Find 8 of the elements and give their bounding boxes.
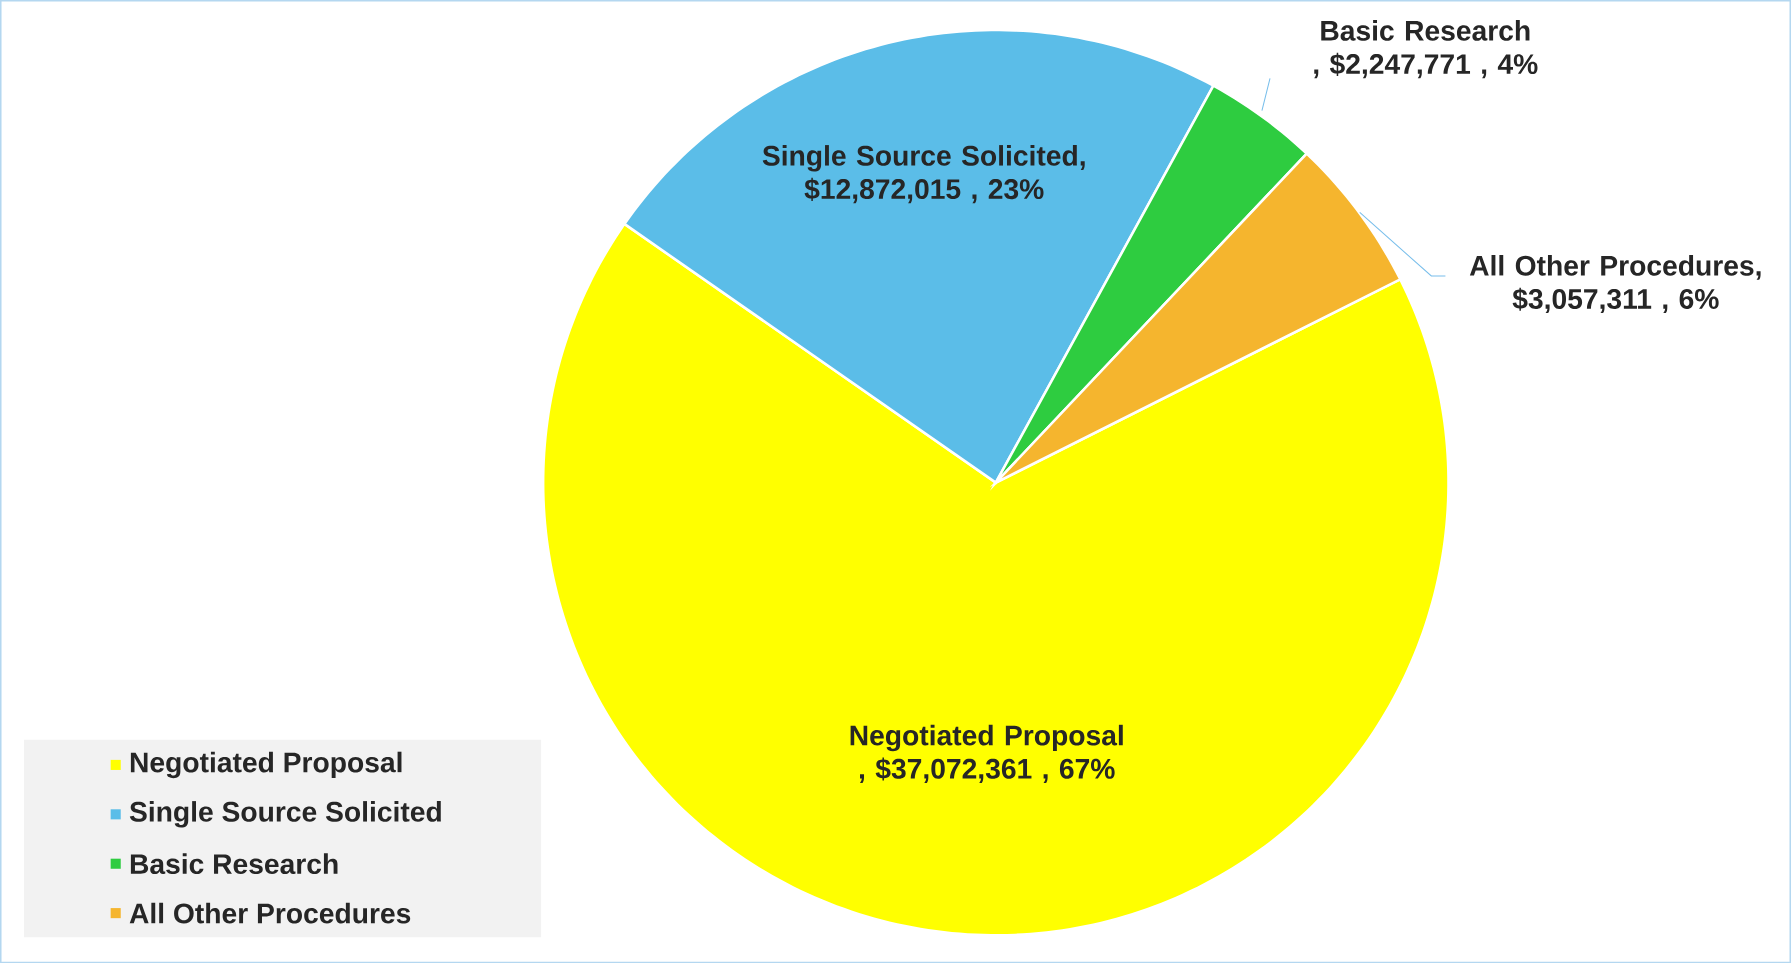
- legend-label: Single Source Solicited: [129, 800, 441, 828]
- data-label: Basic Research , $2,247,771 , 4%: [1314, 19, 1538, 79]
- data-label: Negotiated Proposal , $37,072,361 , 67%: [850, 724, 1123, 783]
- legend-label: All Other Procedures: [129, 902, 411, 924]
- legend-label: Negotiated Proposal: [130, 751, 402, 779]
- data-label: Single Source Solicited, $12,872,015 , 23%: [762, 144, 1085, 204]
- legend-label: Basic Research: [130, 853, 338, 874]
- data-label: All Other Procedures, $3,057,311 , 6%: [1469, 254, 1761, 313]
